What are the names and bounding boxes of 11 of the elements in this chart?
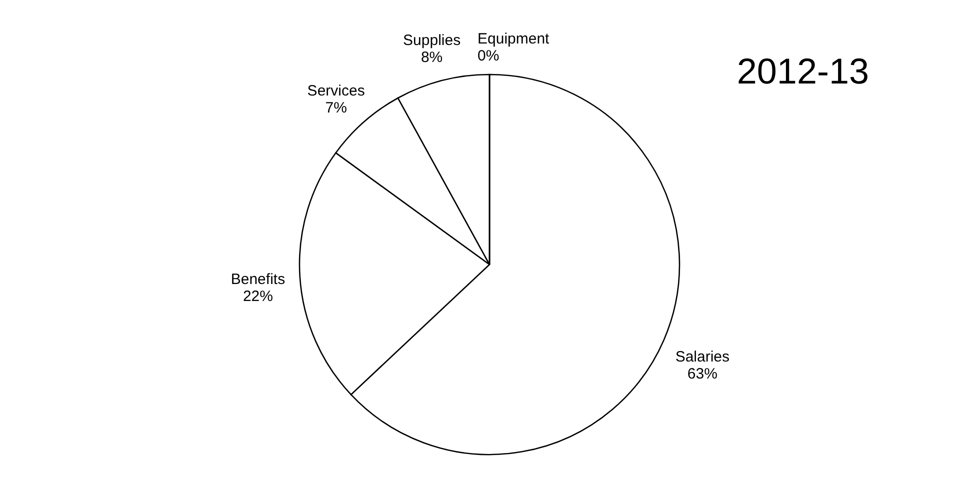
data-label: 63% xyxy=(687,366,718,383)
data-label: 7% xyxy=(325,99,347,116)
data-label: 8% xyxy=(420,48,443,66)
slice-label: Benefits xyxy=(230,271,286,288)
data-label: 22% xyxy=(242,288,273,306)
text: 0% xyxy=(478,48,500,64)
category-label: Equipment xyxy=(478,30,550,48)
text: 2012-13 xyxy=(736,50,869,92)
slice-label: Salaries xyxy=(675,348,730,366)
slice-label: Services xyxy=(307,82,365,100)
slice-label: Supplies xyxy=(403,32,461,49)
